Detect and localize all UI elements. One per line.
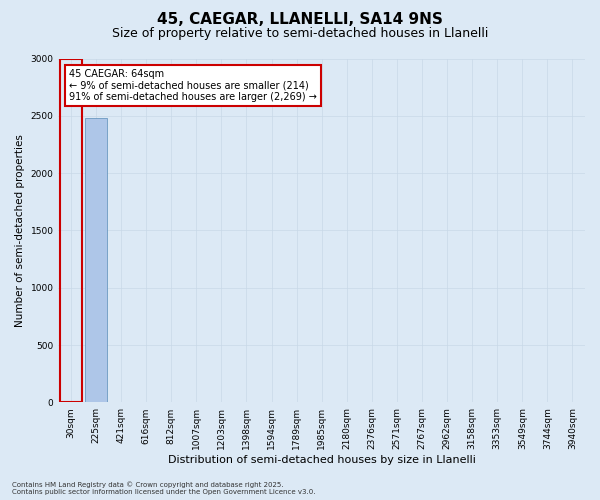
Bar (85, 118, 107, 403)
Text: 45, CAEGAR, LLANELLI, SA14 9NS: 45, CAEGAR, LLANELLI, SA14 9NS (157, 12, 443, 28)
Text: Size of property relative to semi-detached houses in Llanelli: Size of property relative to semi-detach… (112, 28, 488, 40)
Text: 45 CAEGAR: 64sqm
← 9% of semi-detached houses are smaller (214)
91% of semi-deta: 45 CAEGAR: 64sqm ← 9% of semi-detached h… (69, 69, 317, 102)
Y-axis label: Number of semi-detached properties: Number of semi-detached properties (15, 134, 25, 327)
X-axis label: Distribution of semi-detached houses by size in Llanelli: Distribution of semi-detached houses by … (168, 455, 476, 465)
Text: Contains HM Land Registry data © Crown copyright and database right 2025.
Contai: Contains HM Land Registry data © Crown c… (12, 482, 316, 495)
